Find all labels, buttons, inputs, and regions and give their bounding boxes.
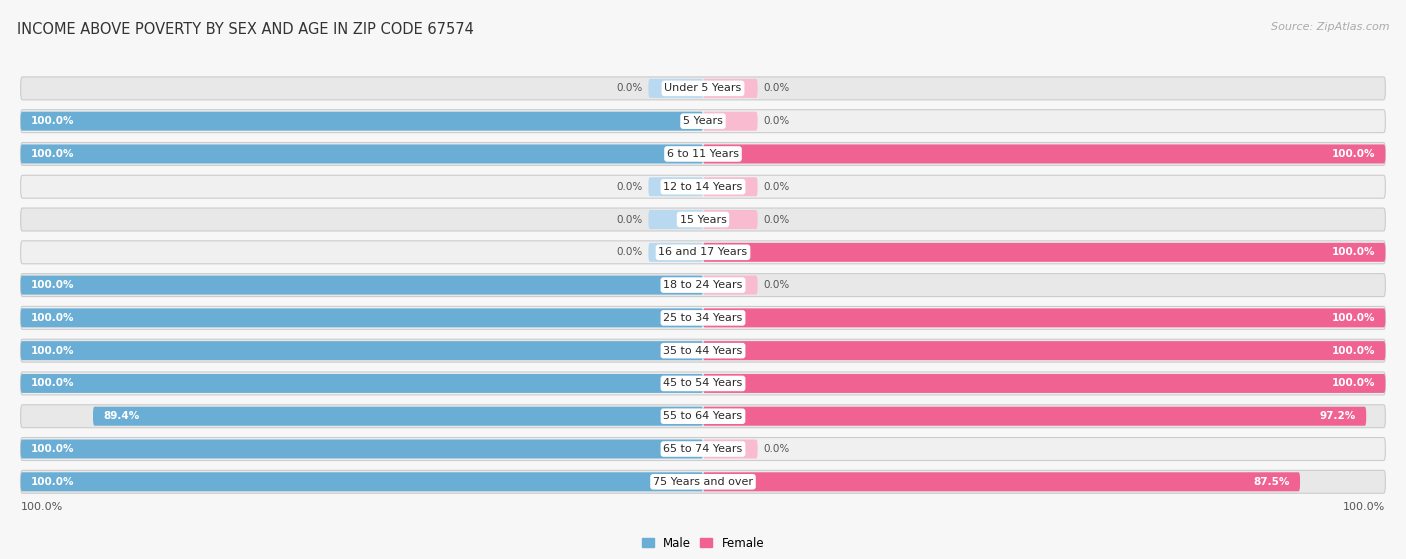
FancyBboxPatch shape <box>21 241 1385 264</box>
Text: 0.0%: 0.0% <box>763 83 789 93</box>
FancyBboxPatch shape <box>703 79 758 98</box>
Text: 5 Years: 5 Years <box>683 116 723 126</box>
Text: 100.0%: 100.0% <box>21 502 63 512</box>
FancyBboxPatch shape <box>21 438 1385 461</box>
Text: 65 to 74 Years: 65 to 74 Years <box>664 444 742 454</box>
Text: 100.0%: 100.0% <box>31 149 75 159</box>
FancyBboxPatch shape <box>703 309 1385 328</box>
Text: 0.0%: 0.0% <box>617 247 643 257</box>
FancyBboxPatch shape <box>21 306 1385 329</box>
Text: 0.0%: 0.0% <box>617 83 643 93</box>
FancyBboxPatch shape <box>703 112 758 131</box>
Text: 25 to 34 Years: 25 to 34 Years <box>664 313 742 323</box>
Text: 0.0%: 0.0% <box>617 215 643 225</box>
FancyBboxPatch shape <box>703 439 758 458</box>
FancyBboxPatch shape <box>648 210 703 229</box>
Text: INCOME ABOVE POVERTY BY SEX AND AGE IN ZIP CODE 67574: INCOME ABOVE POVERTY BY SEX AND AGE IN Z… <box>17 22 474 37</box>
FancyBboxPatch shape <box>21 372 1385 395</box>
FancyBboxPatch shape <box>648 177 703 196</box>
FancyBboxPatch shape <box>21 439 703 458</box>
FancyBboxPatch shape <box>21 176 1385 198</box>
Text: 6 to 11 Years: 6 to 11 Years <box>666 149 740 159</box>
Text: 16 and 17 Years: 16 and 17 Years <box>658 247 748 257</box>
Text: 100.0%: 100.0% <box>31 444 75 454</box>
Text: 100.0%: 100.0% <box>31 280 75 290</box>
Text: 15 Years: 15 Years <box>679 215 727 225</box>
FancyBboxPatch shape <box>21 144 703 163</box>
Text: 75 Years and over: 75 Years and over <box>652 477 754 487</box>
FancyBboxPatch shape <box>703 341 1385 360</box>
FancyBboxPatch shape <box>21 339 1385 362</box>
Text: 12 to 14 Years: 12 to 14 Years <box>664 182 742 192</box>
FancyBboxPatch shape <box>93 407 703 426</box>
Text: 0.0%: 0.0% <box>763 280 789 290</box>
Text: 0.0%: 0.0% <box>763 182 789 192</box>
Text: 89.4%: 89.4% <box>103 411 139 421</box>
Text: 100.0%: 100.0% <box>1343 502 1385 512</box>
Text: 87.5%: 87.5% <box>1253 477 1289 487</box>
FancyBboxPatch shape <box>21 143 1385 165</box>
FancyBboxPatch shape <box>21 309 703 328</box>
FancyBboxPatch shape <box>21 273 1385 297</box>
FancyBboxPatch shape <box>703 276 758 295</box>
Text: 100.0%: 100.0% <box>31 378 75 389</box>
Text: 100.0%: 100.0% <box>1331 149 1375 159</box>
Text: 100.0%: 100.0% <box>1331 345 1375 356</box>
Text: 100.0%: 100.0% <box>1331 247 1375 257</box>
Text: 100.0%: 100.0% <box>31 345 75 356</box>
FancyBboxPatch shape <box>21 110 1385 132</box>
Text: 45 to 54 Years: 45 to 54 Years <box>664 378 742 389</box>
Text: 18 to 24 Years: 18 to 24 Years <box>664 280 742 290</box>
FancyBboxPatch shape <box>21 472 703 491</box>
FancyBboxPatch shape <box>703 407 1367 426</box>
FancyBboxPatch shape <box>703 210 758 229</box>
FancyBboxPatch shape <box>703 144 1385 163</box>
Text: 0.0%: 0.0% <box>763 444 789 454</box>
FancyBboxPatch shape <box>648 79 703 98</box>
Legend: Male, Female: Male, Female <box>641 537 765 549</box>
Text: 100.0%: 100.0% <box>31 477 75 487</box>
FancyBboxPatch shape <box>703 177 758 196</box>
Text: 0.0%: 0.0% <box>763 215 789 225</box>
Text: 35 to 44 Years: 35 to 44 Years <box>664 345 742 356</box>
FancyBboxPatch shape <box>703 243 1385 262</box>
Text: 100.0%: 100.0% <box>1331 378 1375 389</box>
FancyBboxPatch shape <box>703 374 1385 393</box>
FancyBboxPatch shape <box>21 77 1385 100</box>
FancyBboxPatch shape <box>21 341 703 360</box>
FancyBboxPatch shape <box>648 243 703 262</box>
Text: 55 to 64 Years: 55 to 64 Years <box>664 411 742 421</box>
Text: Source: ZipAtlas.com: Source: ZipAtlas.com <box>1271 22 1389 32</box>
Text: 0.0%: 0.0% <box>617 182 643 192</box>
FancyBboxPatch shape <box>21 374 703 393</box>
FancyBboxPatch shape <box>21 208 1385 231</box>
FancyBboxPatch shape <box>21 405 1385 428</box>
Text: 97.2%: 97.2% <box>1320 411 1355 421</box>
FancyBboxPatch shape <box>21 276 703 295</box>
FancyBboxPatch shape <box>21 470 1385 493</box>
Text: 100.0%: 100.0% <box>31 313 75 323</box>
FancyBboxPatch shape <box>21 112 703 131</box>
FancyBboxPatch shape <box>703 472 1301 491</box>
Text: 100.0%: 100.0% <box>1331 313 1375 323</box>
Text: 100.0%: 100.0% <box>31 116 75 126</box>
Text: Under 5 Years: Under 5 Years <box>665 83 741 93</box>
Text: 0.0%: 0.0% <box>763 116 789 126</box>
